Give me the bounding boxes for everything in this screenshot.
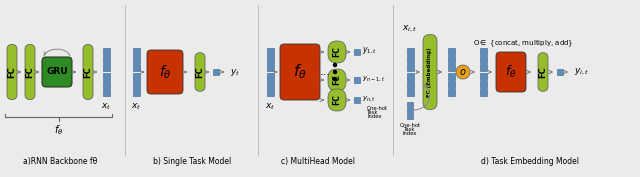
Circle shape [456,65,470,79]
Text: Task: Task [404,127,416,132]
Text: c) MultiHead Model: c) MultiHead Model [281,157,355,166]
Text: O$\in$ {concat, multiply, add}: O$\in$ {concat, multiply, add} [473,39,573,49]
Bar [132,64,140,71]
Bar [447,48,454,55]
Bar [479,64,486,71]
FancyBboxPatch shape [328,41,346,63]
Text: b) Single Task Model: b) Single Task Model [153,157,231,166]
Text: $y_{n,t}$: $y_{n,t}$ [362,95,376,104]
Bar [354,97,360,103]
Bar [132,48,140,55]
Bar [213,69,219,75]
Text: GRU: GRU [46,67,68,76]
Text: a)RNN Backbone fθ: a)RNN Backbone fθ [23,157,97,166]
Bar [266,73,273,80]
Bar [407,101,413,107]
Bar [266,81,273,88]
Text: FC: FC [333,47,342,58]
Circle shape [333,70,337,73]
Bar [447,81,454,88]
Bar [479,73,486,80]
Text: FC: FC [333,95,342,105]
FancyBboxPatch shape [538,53,548,91]
Bar [132,73,140,80]
Bar [266,64,273,71]
Bar [479,48,486,55]
Text: $x_t$: $x_t$ [101,101,111,112]
Text: $y_t$: $y_t$ [230,67,240,78]
Text: FC (Embedding): FC (Embedding) [428,47,433,97]
Bar [479,81,486,88]
Bar [407,113,413,118]
Bar [406,73,413,80]
Bar [406,48,413,55]
FancyBboxPatch shape [147,50,183,94]
Text: FC: FC [83,66,93,78]
Text: $f_\theta$: $f_\theta$ [54,123,63,137]
Bar [102,81,109,88]
Bar [406,81,413,88]
Text: FC: FC [333,75,342,85]
Bar [479,89,486,96]
Bar [447,73,454,80]
Bar [132,56,140,63]
Bar [447,56,454,63]
FancyBboxPatch shape [328,69,346,91]
Bar [102,64,109,71]
Text: Index: Index [367,114,381,119]
FancyBboxPatch shape [83,44,93,99]
Text: ...: ... [319,67,330,77]
Text: $y_{i,t}$: $y_{i,t}$ [574,67,589,77]
Text: Index: Index [403,131,417,136]
FancyBboxPatch shape [195,53,205,91]
FancyBboxPatch shape [423,35,437,110]
Text: Task: Task [367,110,378,115]
FancyBboxPatch shape [25,44,35,99]
Bar [266,48,273,55]
Text: $f_\theta$: $f_\theta$ [159,63,172,81]
Text: One-hot: One-hot [367,106,388,111]
Bar [479,56,486,63]
Bar [266,56,273,63]
Circle shape [333,78,337,81]
Text: $x_t$: $x_t$ [131,101,141,112]
Bar [132,89,140,96]
Text: $x_{i,t}$: $x_{i,t}$ [403,24,418,34]
Bar [354,77,360,83]
Text: FC: FC [8,66,17,78]
Bar [406,64,413,71]
Bar [102,73,109,80]
Bar [557,69,563,75]
Text: $y_{1,t}$: $y_{1,t}$ [362,46,377,56]
FancyBboxPatch shape [42,57,72,87]
FancyBboxPatch shape [7,44,17,99]
Bar [266,89,273,96]
Bar [354,49,360,55]
FancyBboxPatch shape [328,89,346,111]
Bar [447,89,454,96]
Bar [407,107,413,113]
Text: $y_{n-1,t}$: $y_{n-1,t}$ [362,75,385,84]
Text: o: o [460,67,466,77]
Text: $f_\theta$: $f_\theta$ [505,64,516,80]
Text: d) Task Embedding Model: d) Task Embedding Model [481,157,579,166]
Text: $f_\theta$: $f_\theta$ [293,63,307,81]
Text: FC: FC [195,66,205,78]
Text: One-hot: One-hot [399,123,420,128]
Text: FC: FC [538,66,547,78]
Bar [406,89,413,96]
Bar [102,89,109,96]
Bar [406,56,413,63]
FancyBboxPatch shape [496,52,526,92]
Bar [102,48,109,55]
Text: FC: FC [26,66,35,78]
Bar [132,81,140,88]
FancyBboxPatch shape [280,44,320,100]
Bar [102,56,109,63]
Bar [447,64,454,71]
Circle shape [333,64,337,67]
Text: $x_t$: $x_t$ [265,101,275,112]
